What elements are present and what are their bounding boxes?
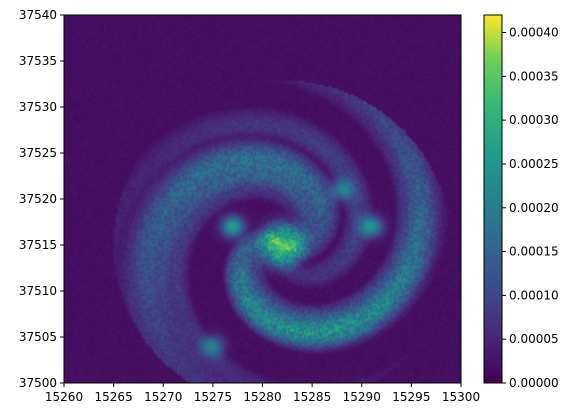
y-axis: 37500 37505 37510 37515 37520 37525 37530 37535… xyxy=(19,8,64,390)
x-tick-label: 15295 xyxy=(392,390,430,404)
x-tick-label: 15260 xyxy=(45,390,83,404)
x-tick-label: 15275 xyxy=(194,390,232,404)
y-tick-label: 37510 xyxy=(19,284,57,298)
x-tick-label: 15285 xyxy=(293,390,331,404)
colorbar-tick-label: 0.00000 xyxy=(509,376,559,390)
colorbar: 0.00000 0.00005 0.00010 0.00015 0.00020 0.000… xyxy=(483,14,559,390)
colorbar-tick-label: 0.00025 xyxy=(509,157,559,171)
x-tick-label: 15290 xyxy=(343,390,381,404)
colorbar-tick-label: 0.00015 xyxy=(509,245,559,259)
heatmap-image xyxy=(64,15,461,383)
x-axis: 15260 15265 15270 15275 15280 15285 15290 15295… xyxy=(45,383,480,404)
y-tick-label: 37505 xyxy=(19,330,57,344)
x-tick-label: 15300 xyxy=(442,390,480,404)
x-tick-label: 15265 xyxy=(95,390,133,404)
colorbar-tick-label: 0.00005 xyxy=(509,332,559,346)
colorbar-tick-label: 0.00030 xyxy=(509,113,559,127)
heatmap-plot-area xyxy=(63,14,462,384)
colorbar-ticks: 0.00000 0.00005 0.00010 0.00015 0.00020 0.000… xyxy=(502,26,559,390)
x-tick-label: 15280 xyxy=(243,390,281,404)
y-tick-label: 37520 xyxy=(19,192,57,206)
y-tick-label: 37525 xyxy=(19,146,57,160)
y-tick-label: 37535 xyxy=(19,54,57,68)
y-tick-label: 37540 xyxy=(19,8,57,22)
colorbar-tick-label: 0.00010 xyxy=(509,288,559,302)
x-tick-label: 15270 xyxy=(144,390,182,404)
y-tick-label: 37530 xyxy=(19,100,57,114)
colorbar-gradient xyxy=(483,14,503,384)
colorbar-tick-label: 0.00040 xyxy=(509,26,559,40)
y-tick-label: 37515 xyxy=(19,238,57,252)
colorbar-tick-label: 0.00035 xyxy=(509,69,559,83)
y-tick-label: 37500 xyxy=(19,376,57,390)
colorbar-tick-label: 0.00020 xyxy=(509,201,559,215)
